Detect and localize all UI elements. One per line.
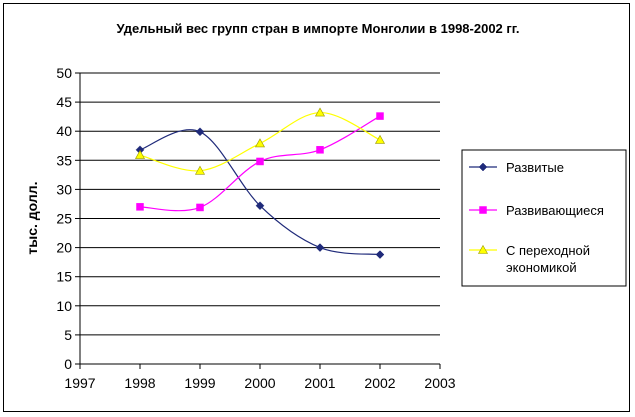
x-tick-label: 1999 bbox=[184, 375, 215, 391]
x-tick-label: 1997 bbox=[64, 375, 95, 391]
x-tick-label: 2001 bbox=[304, 375, 335, 391]
data-point-series-1 bbox=[195, 127, 205, 137]
y-tick-label: 10 bbox=[56, 298, 72, 314]
legend-marker-1 bbox=[478, 162, 488, 172]
data-point-series-3 bbox=[374, 134, 386, 144]
data-point-series-3 bbox=[134, 149, 146, 159]
tick-labels: 0 5 10 15 20 25 30 35 40 45 50 1997 1998 1999 2000 2001… bbox=[56, 65, 455, 391]
data-point-series-1 bbox=[255, 201, 265, 211]
legend-marker-3 bbox=[477, 244, 489, 254]
data-point-series-1 bbox=[315, 243, 325, 252]
x-tick-label: 2003 bbox=[424, 375, 455, 391]
data-point-series-3 bbox=[254, 138, 266, 148]
legend-label: Развитые bbox=[506, 160, 564, 175]
gridlines bbox=[80, 72, 440, 336]
chart-title: Удельный вес групп стран в импорте Монго… bbox=[116, 21, 519, 36]
y-axis-label: тыс. долл. bbox=[24, 181, 40, 254]
y-tick-label: 25 bbox=[56, 211, 72, 227]
legend-box bbox=[461, 149, 627, 287]
series-lines bbox=[139, 111, 381, 256]
y-tick-label: 0 bbox=[64, 356, 72, 372]
data-point-series-2 bbox=[256, 157, 264, 166]
legend-marker-2 bbox=[479, 206, 487, 214]
x-tick-label: 2002 bbox=[364, 375, 395, 391]
y-tick-label: 5 bbox=[64, 327, 72, 343]
y-tick-label: 40 bbox=[56, 123, 72, 139]
data-point-series-2 bbox=[196, 203, 204, 212]
legend-label: экономикой bbox=[506, 260, 577, 275]
y-tick-label: 15 bbox=[56, 269, 72, 285]
data-point-series-1 bbox=[375, 250, 385, 259]
data-point-series-3 bbox=[194, 165, 206, 175]
y-tick-label: 20 bbox=[56, 240, 72, 256]
data-point-series-2 bbox=[316, 146, 324, 154]
legend: Развитые Развивающиеся С переходной экономи… bbox=[469, 160, 604, 275]
series-markers bbox=[134, 107, 386, 259]
series-line-1 bbox=[139, 129, 381, 256]
y-tick-label: 35 bbox=[56, 152, 72, 168]
data-point-series-3 bbox=[314, 107, 326, 117]
y-tick-label: 50 bbox=[56, 65, 72, 81]
axes bbox=[75, 72, 441, 369]
legend-label: Развивающиеся bbox=[506, 203, 604, 218]
data-point-series-2 bbox=[376, 112, 384, 120]
data-point-series-2 bbox=[136, 203, 144, 211]
y-tick-label: 45 bbox=[56, 94, 72, 110]
x-tick-label: 1998 bbox=[124, 375, 155, 391]
legend-label: С переходной bbox=[506, 243, 590, 258]
y-tick-label: 30 bbox=[56, 181, 72, 197]
x-tick-label: 2000 bbox=[244, 375, 275, 391]
